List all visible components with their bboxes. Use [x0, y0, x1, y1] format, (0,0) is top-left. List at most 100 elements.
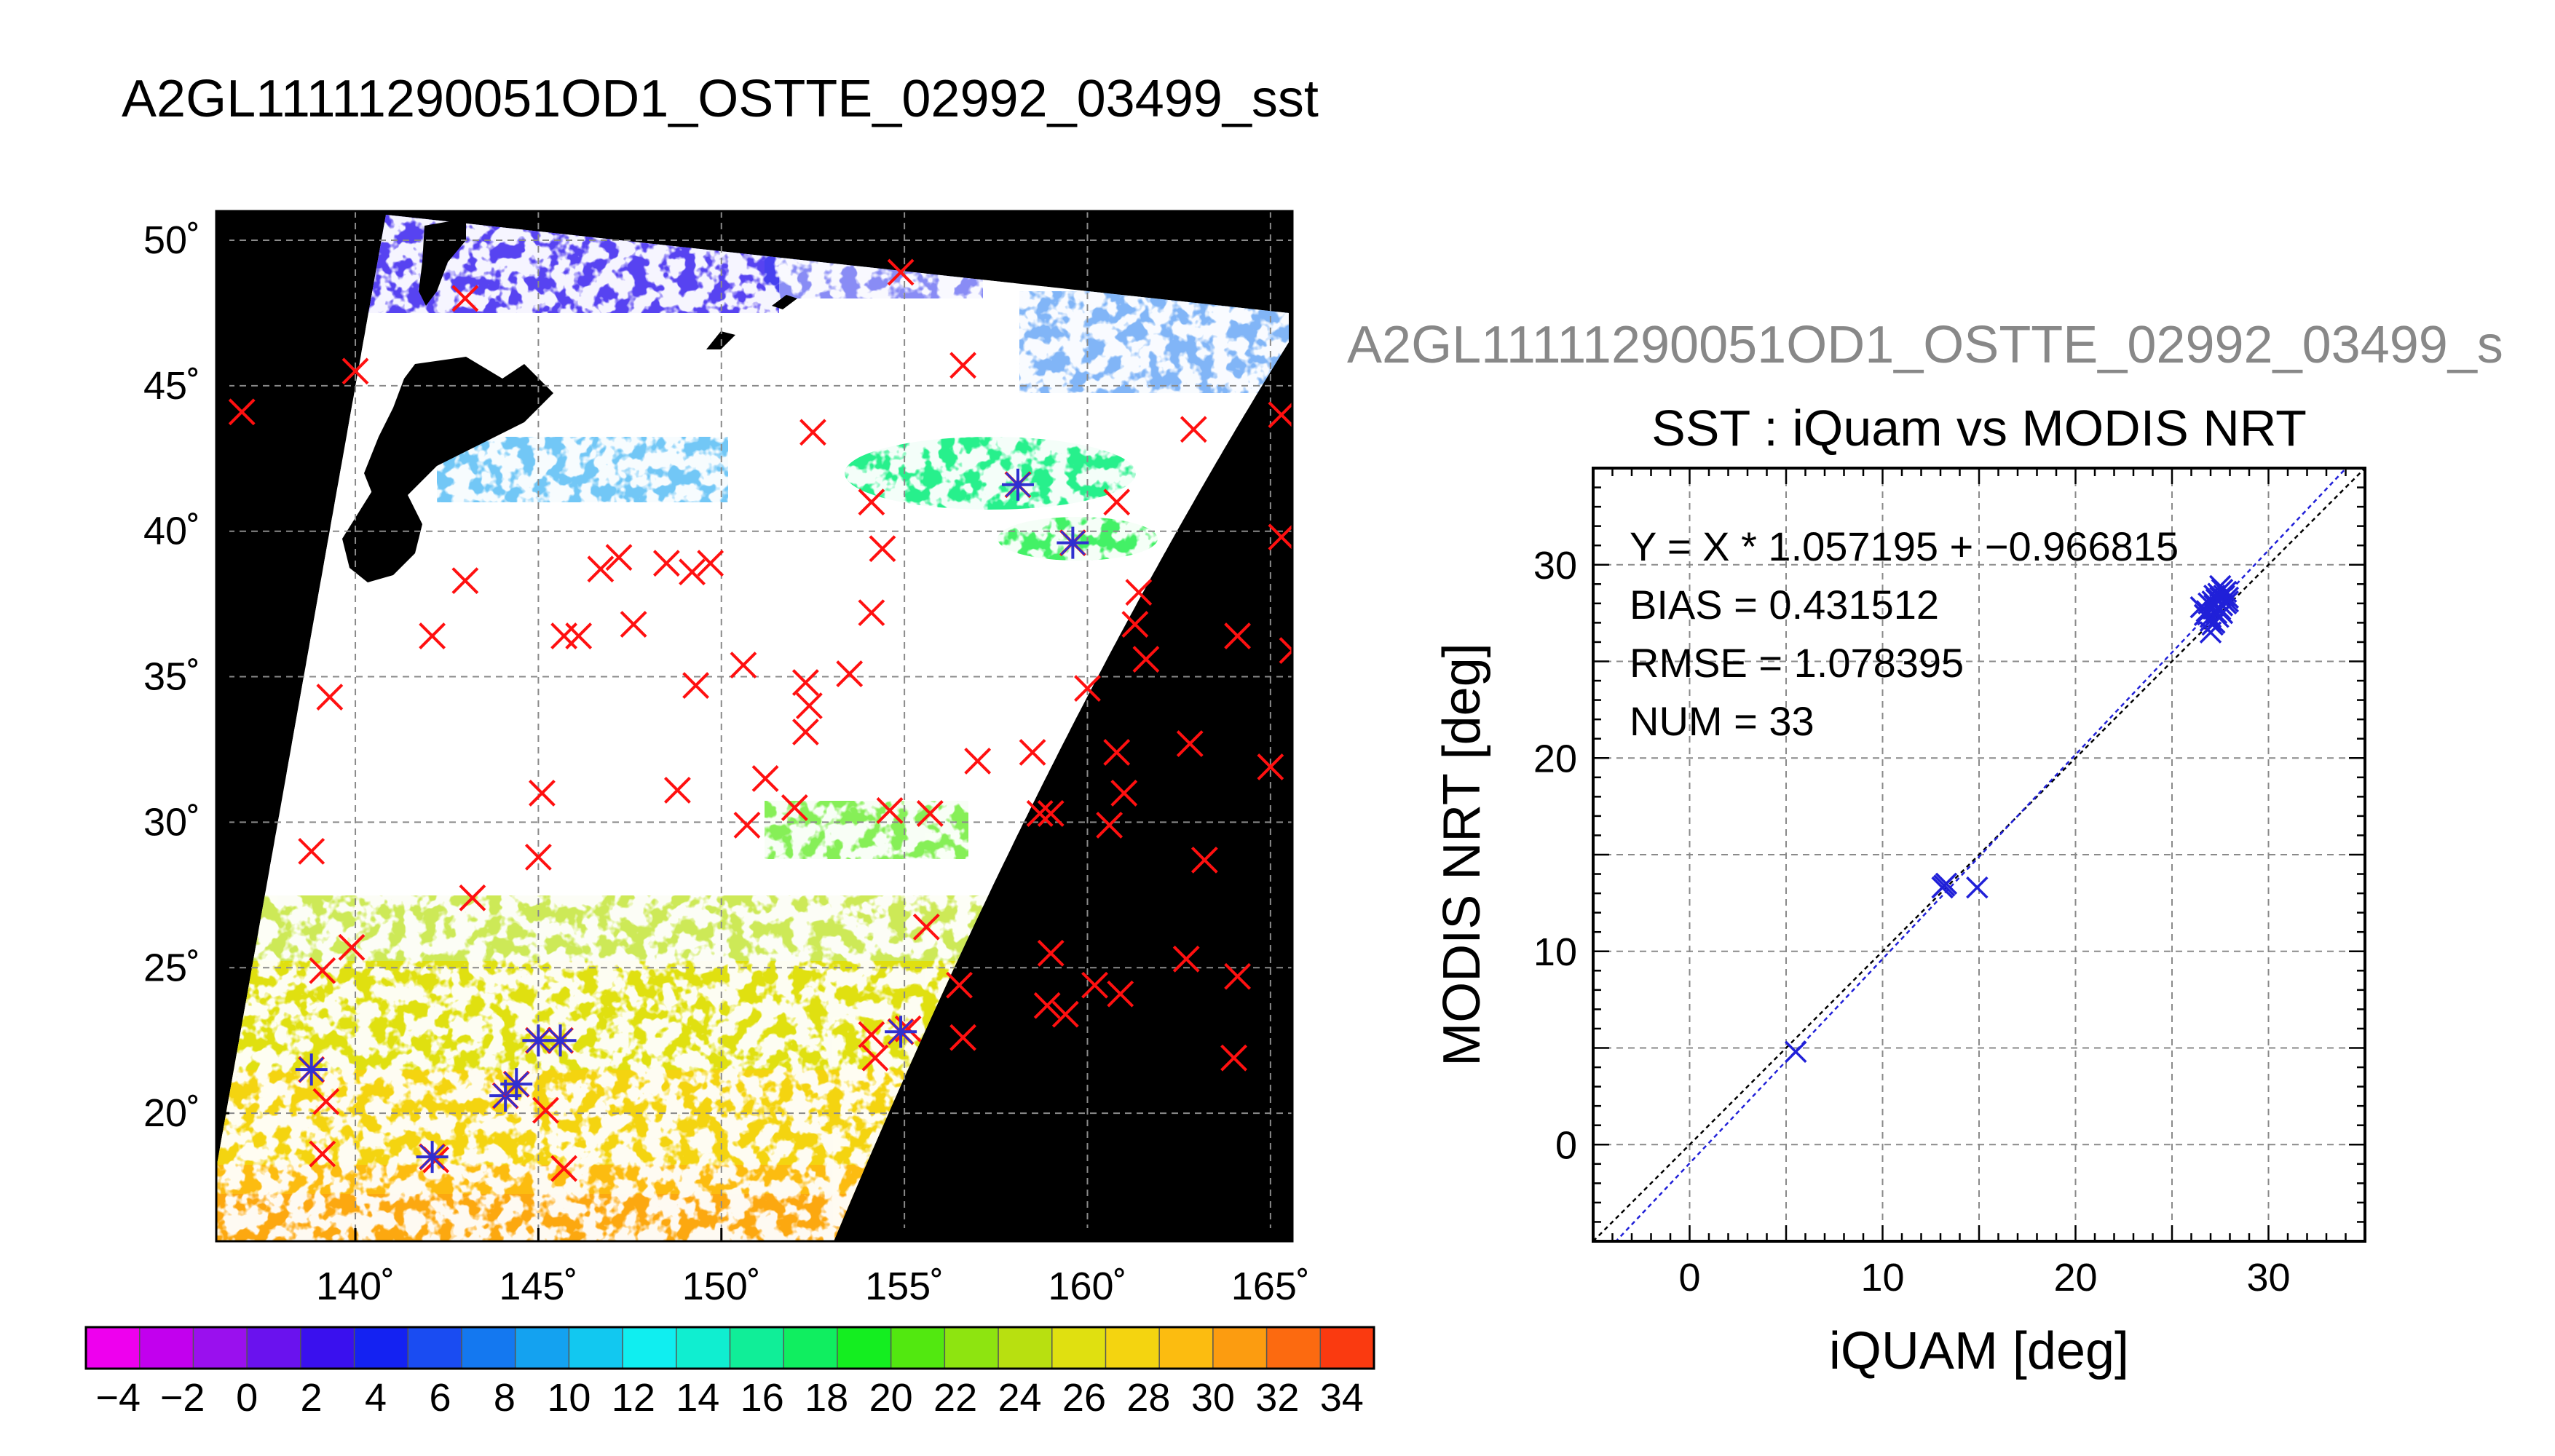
- matchup-marker-red: [565, 622, 593, 650]
- scatter-x-tick-label: 0: [1678, 1256, 1700, 1299]
- map-lon-tick-label: 150˚: [682, 1265, 761, 1308]
- colorbar-tick-label: 28: [1126, 1376, 1170, 1420]
- colorbar-tick-label: 16: [741, 1376, 784, 1420]
- colorbar-swatch: [1105, 1327, 1160, 1369]
- matchup-marker-red: [697, 550, 724, 577]
- colorbar-tick-label: 0: [236, 1376, 258, 1420]
- colorbar-tick-label: 22: [933, 1376, 977, 1420]
- scatter-ticks: 0 10 20 30 0 10 20 30: [1533, 467, 2366, 1299]
- matchup-marker-red: [1172, 945, 1200, 973]
- matchup-marker-red: [733, 811, 761, 839]
- colorbar-tick-label: 14: [676, 1376, 719, 1420]
- matchup-marker-red: [946, 971, 973, 999]
- matchup-marker-red: [312, 1088, 340, 1115]
- scatter-point: [2211, 594, 2234, 617]
- matchup-marker-red: [459, 884, 486, 911]
- colorbar-frame: [84, 1326, 1375, 1370]
- scatter-point: [2193, 604, 2216, 627]
- map-lat-tick-label: 35˚: [143, 655, 200, 699]
- matchup-marker-red: [228, 398, 256, 426]
- regression-line: [1614, 468, 2347, 1241]
- colorbar-swatch: [1266, 1327, 1321, 1369]
- matchup-marker-red: [836, 660, 864, 687]
- scatter-point: [1966, 876, 1989, 899]
- matchup-marker-red: [791, 719, 819, 745]
- colorbar-swatch: [998, 1327, 1053, 1369]
- scatter-reference-lines: [1593, 468, 2365, 1241]
- colorbar-swatch: [354, 1327, 408, 1369]
- scatter-subtitle: A2GL11111290051OD1_OSTTE_02992_03499_s: [1347, 316, 2503, 374]
- scatter-x-tick-label: 30: [2246, 1256, 2290, 1299]
- scatter-stats: Y = X * 1.057195 + −0.966815 BIAS = 0.431…: [1630, 523, 2179, 744]
- map-lat-tick-label: 25˚: [143, 946, 200, 989]
- matchup-marker-red: [795, 692, 823, 719]
- map-lon-tick-label: 145˚: [499, 1265, 577, 1308]
- sst-map: 140˚ 145˚ 150˚ 155˚ 160˚ 165˚ 50˚ 45˚ 40˚ 35˚ 30˚ 2…: [143, 210, 1310, 1308]
- colorbar-swatch: [86, 1327, 141, 1369]
- scatter-point: [2203, 612, 2226, 634]
- scatter-stat-line: NUM = 33: [1630, 698, 1814, 744]
- matchup-marker-red: [730, 652, 757, 678]
- matchup-marker-red: [309, 1140, 336, 1168]
- colorbar-swatch: [1212, 1327, 1268, 1369]
- matchup-marker-red: [1224, 962, 1252, 990]
- map-frame: [215, 210, 1294, 1243]
- matchup-marker-red: [1121, 611, 1149, 638]
- matchup-marker-red: [316, 684, 344, 711]
- colorbar-swatch: [1320, 1327, 1375, 1369]
- colorbar-swatch: [676, 1327, 730, 1369]
- matchup-marker-red: [652, 550, 680, 577]
- colorbar-swatch: [139, 1327, 194, 1369]
- matchup-marker-red: [869, 535, 896, 563]
- map-lat-tick-label: 40˚: [143, 510, 200, 553]
- colorbar-swatch: [515, 1327, 569, 1369]
- colorbar-tick-label: 8: [494, 1376, 516, 1420]
- matchup-marker-red: [916, 800, 944, 827]
- map-lon-tick-label: 140˚: [316, 1265, 395, 1308]
- colorbar-swatch: [730, 1327, 784, 1369]
- colorbar-swatch: [408, 1327, 462, 1369]
- matchup-marker-red: [679, 558, 706, 586]
- colorbar-swatch: [569, 1327, 623, 1369]
- matchup-marker-red: [887, 258, 915, 286]
- matchup-marker-red: [1103, 739, 1131, 766]
- colorbar-tick-label: 6: [429, 1376, 451, 1420]
- map-lat-tick-label: 45˚: [143, 364, 200, 408]
- matchup-marker-red: [964, 748, 992, 775]
- scatter-x-tick-label: 20: [2053, 1256, 2097, 1299]
- matchup-marker-valid: [295, 1053, 328, 1086]
- matchup-marker-red: [858, 488, 885, 516]
- map-tick-labels: 140˚ 145˚ 150˚ 155˚ 160˚ 165˚ 50˚ 45˚ 40˚ 35˚ 30˚ 2…: [143, 218, 1310, 1308]
- matchup-marker-red: [1107, 980, 1134, 1008]
- colorbar-tick-label: −4: [95, 1376, 141, 1420]
- matchup-marker-red: [620, 611, 647, 638]
- matchup-marker-red: [1176, 730, 1204, 757]
- scatter-point: [1933, 874, 1956, 897]
- colorbar-tick-label: 18: [805, 1376, 848, 1420]
- matchup-marker-red: [1026, 800, 1054, 827]
- matchup-marker-red: [1019, 739, 1046, 766]
- colorbar-tick-label: 20: [869, 1376, 913, 1420]
- colorbar-swatch: [783, 1327, 838, 1369]
- scatter-y-tick-label: 30: [1533, 544, 1577, 587]
- colorbar-swatch: [1159, 1327, 1214, 1369]
- matchup-marker-red: [876, 797, 904, 824]
- matchup-marker-red: [1103, 488, 1131, 516]
- matchup-marker-valid: [1057, 526, 1089, 559]
- scatter-y-tick-label: 10: [1533, 930, 1577, 974]
- matchup-marker-red: [1096, 811, 1124, 839]
- scatter-point: [1785, 1040, 1807, 1064]
- map-lon-tick-label: 160˚: [1048, 1265, 1126, 1308]
- map-lat-tick-label: 30˚: [143, 800, 200, 844]
- matchup-marker-red: [791, 669, 819, 696]
- matchup-marker-red: [949, 1024, 976, 1051]
- matchup-marker-red: [298, 837, 325, 865]
- colorbar-tick-label: 30: [1191, 1376, 1235, 1420]
- colorbar-swatch: [623, 1327, 677, 1369]
- matchup-marker-red: [1074, 675, 1101, 702]
- identity-line: [1593, 468, 2365, 1241]
- matchup-marker-red: [751, 765, 779, 792]
- colorbar-swatch: [1051, 1327, 1106, 1369]
- scatter-stat-line: BIAS = 0.431512: [1630, 582, 1939, 628]
